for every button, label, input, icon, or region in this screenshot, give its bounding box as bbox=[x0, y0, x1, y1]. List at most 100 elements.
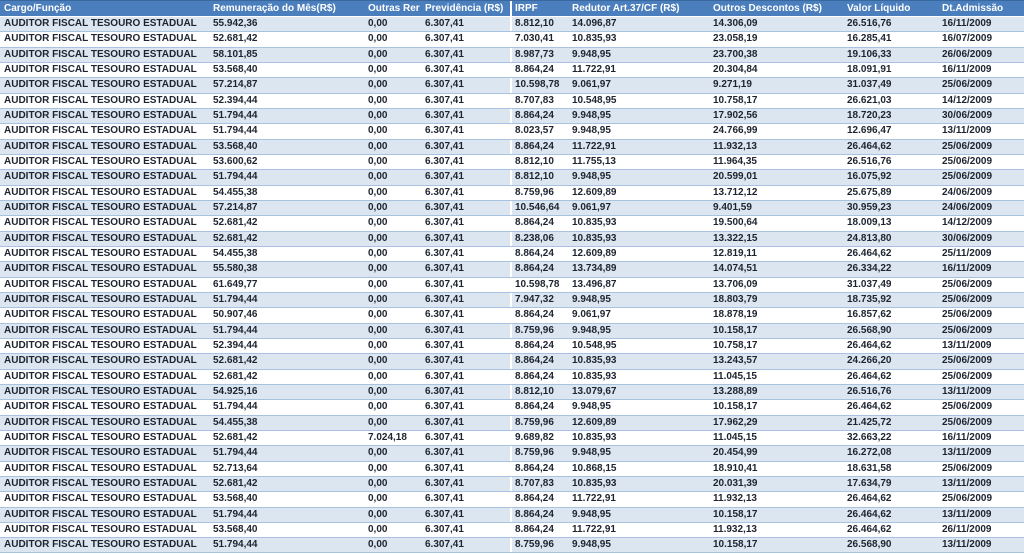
cell-irpf: 8.864,24 bbox=[515, 370, 554, 382]
cell-admissao: 25/06/2009 bbox=[942, 309, 993, 321]
cell-admissao: 25/06/2009 bbox=[942, 140, 993, 152]
table-row: AUDITOR FISCAL TESOURO ESTADUAL 50.907,46… bbox=[0, 308, 1024, 324]
cell-descontos: 10.158,17 bbox=[713, 508, 758, 520]
cell-irpf: 8.864,24 bbox=[515, 508, 554, 520]
cell-cargo: AUDITOR FISCAL TESOURO ESTADUAL bbox=[4, 186, 197, 198]
cell-descontos: 20.031,39 bbox=[713, 477, 758, 489]
cell-previdencia: 6.307,41 bbox=[425, 263, 464, 275]
cell-remuneracao: 55.580,38 bbox=[213, 263, 258, 275]
cell-irpf: 8.812,10 bbox=[515, 385, 554, 397]
cell-admissao: 25/06/2009 bbox=[942, 370, 993, 382]
cell-liquido: 24.813,80 bbox=[847, 232, 892, 244]
cell-previdencia: 6.307,41 bbox=[425, 431, 464, 443]
column-separator bbox=[510, 338, 512, 354]
column-separator bbox=[510, 139, 512, 154]
cell-admissao: 13/11/2009 bbox=[942, 125, 992, 137]
table-row: AUDITOR FISCAL TESOURO ESTADUAL 52.713,64… bbox=[0, 461, 1024, 477]
cell-redutor: 11.722,91 bbox=[572, 140, 616, 152]
cell-outras: 0,00 bbox=[368, 447, 388, 459]
column-separator bbox=[510, 461, 512, 476]
cell-descontos: 13.712,12 bbox=[713, 186, 758, 198]
cell-redutor: 10.835,93 bbox=[572, 217, 617, 229]
cell-outras: 0,00 bbox=[368, 263, 388, 275]
cell-previdencia: 6.307,41 bbox=[425, 462, 464, 474]
cell-previdencia: 6.307,41 bbox=[425, 385, 464, 397]
cell-admissao: 30/06/2009 bbox=[942, 232, 993, 244]
column-separator bbox=[510, 308, 512, 323]
column-separator bbox=[510, 1, 512, 16]
table-row: AUDITOR FISCAL TESOURO ESTADUAL 52.681,42… bbox=[0, 430, 1024, 447]
cell-irpf: 8.759,96 bbox=[515, 324, 554, 336]
cell-cargo: AUDITOR FISCAL TESOURO ESTADUAL bbox=[4, 109, 197, 121]
cell-redutor: 10.835,93 bbox=[572, 33, 617, 45]
cell-liquido: 31.037,49 bbox=[847, 278, 892, 290]
cell-previdencia: 6.307,41 bbox=[425, 48, 464, 60]
cell-cargo: AUDITOR FISCAL TESOURO ESTADUAL bbox=[4, 217, 197, 229]
cell-irpf: 8.864,24 bbox=[515, 493, 554, 505]
cell-previdencia: 6.307,41 bbox=[425, 109, 464, 121]
cell-outras: 0,00 bbox=[368, 171, 388, 183]
cell-cargo: AUDITOR FISCAL TESOURO ESTADUAL bbox=[4, 63, 197, 75]
cell-descontos: 23.700,38 bbox=[713, 48, 758, 60]
header-remuneracao: Remuneração do Mês(R$) bbox=[213, 3, 336, 14]
cell-irpf: 8.864,24 bbox=[515, 63, 554, 75]
cell-remuneracao: 51.794,44 bbox=[213, 324, 258, 336]
cell-descontos: 10.758,17 bbox=[713, 94, 758, 106]
cell-admissao: 25/06/2009 bbox=[942, 416, 993, 428]
cell-remuneracao: 61.649,77 bbox=[213, 278, 258, 290]
cell-previdencia: 6.307,41 bbox=[425, 125, 464, 137]
cell-previdencia: 6.307,41 bbox=[425, 539, 464, 551]
cell-outras: 0,00 bbox=[368, 523, 388, 535]
column-separator bbox=[510, 17, 512, 32]
cell-outras: 0,00 bbox=[368, 140, 388, 152]
cell-outras: 0,00 bbox=[368, 63, 388, 75]
cell-remuneracao: 52.681,42 bbox=[213, 232, 258, 244]
cell-irpf: 9.689,82 bbox=[515, 431, 554, 443]
column-separator bbox=[510, 78, 512, 93]
cell-irpf: 8.759,96 bbox=[515, 447, 554, 459]
cell-cargo: AUDITOR FISCAL TESOURO ESTADUAL bbox=[4, 523, 197, 535]
cell-irpf: 8.864,24 bbox=[515, 462, 554, 474]
cell-admissao: 13/11/2009 bbox=[942, 385, 992, 397]
cell-irpf: 8.864,24 bbox=[515, 140, 554, 152]
cell-cargo: AUDITOR FISCAL TESOURO ESTADUAL bbox=[4, 125, 197, 137]
header-liquido: Valor Líquido bbox=[847, 3, 911, 14]
column-separator bbox=[510, 124, 512, 139]
cell-outras: 0,00 bbox=[368, 293, 388, 305]
cell-previdencia: 6.307,41 bbox=[425, 493, 464, 505]
cell-liquido: 18.631,58 bbox=[847, 462, 892, 474]
cell-cargo: AUDITOR FISCAL TESOURO ESTADUAL bbox=[4, 263, 197, 275]
cell-outras: 0,00 bbox=[368, 355, 388, 367]
column-separator bbox=[510, 415, 512, 430]
cell-outras: 0,00 bbox=[368, 309, 388, 321]
cell-previdencia: 6.307,41 bbox=[425, 278, 464, 290]
cell-liquido: 21.425,72 bbox=[847, 416, 892, 428]
table-row: AUDITOR FISCAL TESOURO ESTADUAL 51.794,44… bbox=[0, 124, 1024, 140]
cell-liquido: 25.675,89 bbox=[847, 186, 892, 198]
cell-liquido: 18.735,92 bbox=[847, 293, 892, 305]
cell-descontos: 10.158,17 bbox=[713, 401, 758, 413]
cell-previdencia: 6.307,41 bbox=[425, 186, 464, 198]
cell-outras: 0,00 bbox=[368, 508, 388, 520]
cell-outras: 0,00 bbox=[368, 278, 388, 290]
cell-admissao: 26/06/2009 bbox=[942, 48, 993, 60]
cell-descontos: 13.288,89 bbox=[713, 385, 758, 397]
cell-liquido: 26.464,62 bbox=[847, 339, 892, 351]
cell-redutor: 9.948,95 bbox=[572, 447, 611, 459]
cell-redutor: 9.061,97 bbox=[572, 79, 611, 91]
table-row: AUDITOR FISCAL TESOURO ESTADUAL 54.925,16… bbox=[0, 384, 1024, 401]
cell-outras: 0,00 bbox=[368, 247, 388, 259]
table-row: AUDITOR FISCAL TESOURO ESTADUAL 53.568,40… bbox=[0, 522, 1024, 539]
cell-liquido: 26.464,62 bbox=[847, 247, 892, 259]
cell-descontos: 18.803,79 bbox=[713, 293, 758, 305]
cell-outras: 0,00 bbox=[368, 155, 388, 167]
cell-liquido: 18.091,91 bbox=[847, 63, 892, 75]
cell-redutor: 14.096,87 bbox=[572, 18, 617, 29]
cell-descontos: 17.902,56 bbox=[713, 109, 758, 121]
cell-descontos: 23.058,19 bbox=[713, 33, 758, 45]
cell-admissao: 13/11/2009 bbox=[942, 539, 992, 551]
cell-outras: 0,00 bbox=[368, 370, 388, 382]
cell-admissao: 16/11/2009 bbox=[942, 263, 992, 275]
table-row: AUDITOR FISCAL TESOURO ESTADUAL 53.568,40… bbox=[0, 492, 1024, 508]
cell-descontos: 18.878,19 bbox=[713, 309, 758, 321]
